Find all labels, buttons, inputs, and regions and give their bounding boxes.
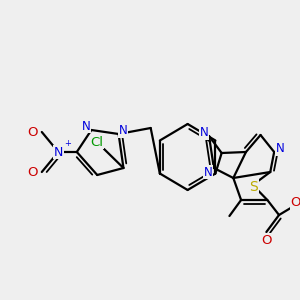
Text: N: N	[54, 146, 63, 158]
Text: N: N	[82, 119, 91, 133]
Text: S: S	[249, 180, 258, 194]
Text: O: O	[27, 166, 37, 178]
Text: N: N	[119, 124, 128, 137]
Text: +: +	[64, 140, 71, 148]
Text: N: N	[276, 142, 284, 155]
Text: O: O	[27, 125, 37, 139]
Text: O: O	[290, 196, 300, 209]
Text: N: N	[200, 127, 208, 140]
Text: O: O	[261, 233, 272, 247]
Text: Cl: Cl	[91, 136, 104, 148]
Text: N: N	[204, 166, 212, 178]
